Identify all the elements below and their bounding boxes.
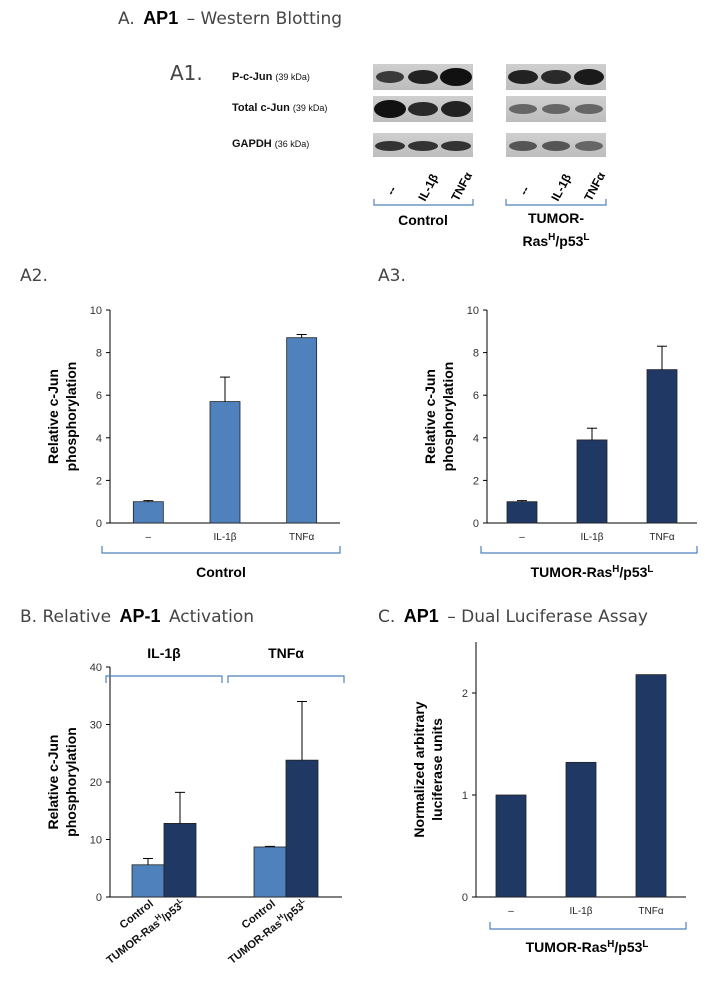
blot-group-tumor-line2: RasH/p53L <box>522 232 589 249</box>
group-bracket <box>101 546 341 554</box>
y-tick-label: 4 <box>96 433 102 445</box>
x-tick-label: TNFα <box>289 532 314 543</box>
y-axis-title-line2: phosphorylation <box>63 727 79 837</box>
panel-a3-label: A3. <box>378 266 406 286</box>
bar <box>163 823 197 898</box>
y-tick-label: 10 <box>90 305 102 317</box>
x-tick-label: IL-1β <box>214 532 237 543</box>
bar <box>506 501 538 524</box>
y-tick-label: 6 <box>473 390 479 402</box>
lane-label-tumor-tnfa: TNFα <box>581 169 608 203</box>
y-tick-label: 10 <box>467 305 479 317</box>
bar <box>495 794 527 898</box>
y-axis-title-line1: Normalized arbitrary <box>411 701 427 837</box>
bar <box>576 439 608 524</box>
x-tick-label: IL-1β <box>581 532 604 543</box>
y-tick-label: 30 <box>90 720 102 732</box>
panel-b-title: B. Relative AP-1 Activation <box>20 606 254 627</box>
bar <box>635 674 667 898</box>
y-tick-label: 2 <box>473 475 479 487</box>
y-axis-title-line1: Relative c-Jun <box>45 735 61 830</box>
y-tick-label: 20 <box>90 777 102 789</box>
x-tick-label: – <box>519 532 525 543</box>
bar <box>565 761 597 898</box>
bar <box>132 501 164 524</box>
y-tick-label: 0 <box>96 518 102 530</box>
group-label: TUMOR-RasH/p53L <box>526 939 649 955</box>
y-tick-label: 6 <box>96 390 102 402</box>
group-label: TUMOR-RasH/p53L <box>531 564 654 580</box>
y-tick-label: 2 <box>462 688 468 700</box>
chart-b: 0 10 20 30 40 Relative c-Jun phosphorylation IL… <box>45 645 345 967</box>
y-tick-label: 0 <box>473 518 479 530</box>
chart-c: 0 1 2 Normalized arbitrary luciferase units –… <box>411 642 687 955</box>
group-bracket <box>480 546 698 554</box>
group-bracket <box>227 675 345 683</box>
y-tick-label: 8 <box>473 348 479 360</box>
panel-c-title: C. AP1 – Dual Luciferase Assay <box>378 606 648 627</box>
group-label: TNFα <box>268 645 304 661</box>
group-bracket <box>105 675 223 683</box>
y-tick-label: 2 <box>96 475 102 487</box>
y-tick-label: 40 <box>90 662 102 674</box>
x-tick-label: – <box>146 532 152 543</box>
panel-a1-label: A1. <box>170 61 203 85</box>
blot-group-control: Control <box>398 212 448 228</box>
blot-row-label-gapdh: GAPDH (36 kDa) <box>232 138 309 150</box>
blot-group-tumor-line1: TUMOR- <box>528 210 584 226</box>
lane-label-control-none: -- <box>383 184 399 198</box>
x-tick-label: IL-1β <box>570 906 593 917</box>
x-tick-label: TNFα <box>638 906 663 917</box>
group-label: IL-1β <box>147 645 181 661</box>
y-tick-label: 0 <box>462 892 468 904</box>
y-tick-label: 8 <box>96 348 102 360</box>
lane-label-control-il1b: IL-1β <box>415 172 441 204</box>
bar <box>209 401 241 524</box>
bar <box>646 369 678 524</box>
bar <box>253 846 287 898</box>
x-tick-label: – <box>508 906 514 917</box>
bar <box>131 864 165 898</box>
y-tick-label: 10 <box>90 835 102 847</box>
chart-a3: 0 2 4 6 8 10 Relative c-Jun phosphorylation – IL-… <box>422 305 698 580</box>
y-axis-title-line2: phosphorylation <box>440 362 456 472</box>
blot-row-label-pcjun: P-c-Jun (39 kDa) <box>232 71 310 83</box>
bar <box>286 337 318 524</box>
y-axis-title-line1: Relative c-Jun <box>422 369 438 464</box>
y-axis-title-line2: luciferase units <box>429 718 445 821</box>
group-label: Control <box>196 564 246 580</box>
bar <box>285 759 319 898</box>
panel-a2-label: A2. <box>20 266 48 286</box>
y-axis-title-line2: phosphorylation <box>63 362 79 472</box>
blot-row-label-totalcjun: Total c-Jun (39 kDa) <box>232 102 327 114</box>
y-axis-title-line1: Relative c-Jun <box>45 369 61 464</box>
lane-label-tumor-il1b: IL-1β <box>548 172 574 204</box>
panel-a-title: A. AP1 – Western Blotting <box>118 8 342 29</box>
y-tick-label: 4 <box>473 433 479 445</box>
lane-label-control-tnfa: TNFα <box>448 169 475 203</box>
x-tick-label: TNFα <box>649 532 674 543</box>
lane-label-tumor-none: -- <box>516 184 532 198</box>
group-bracket <box>489 922 687 930</box>
western-blot-image <box>373 64 606 157</box>
blot-bracket-tumor <box>505 199 607 206</box>
chart-a2: 0 2 4 6 8 10 Relative c-Jun phosphorylation – IL-… <box>45 305 341 580</box>
y-tick-label: 0 <box>96 892 102 904</box>
y-tick-label: 1 <box>462 790 468 802</box>
blot-bracket-control <box>373 199 474 206</box>
